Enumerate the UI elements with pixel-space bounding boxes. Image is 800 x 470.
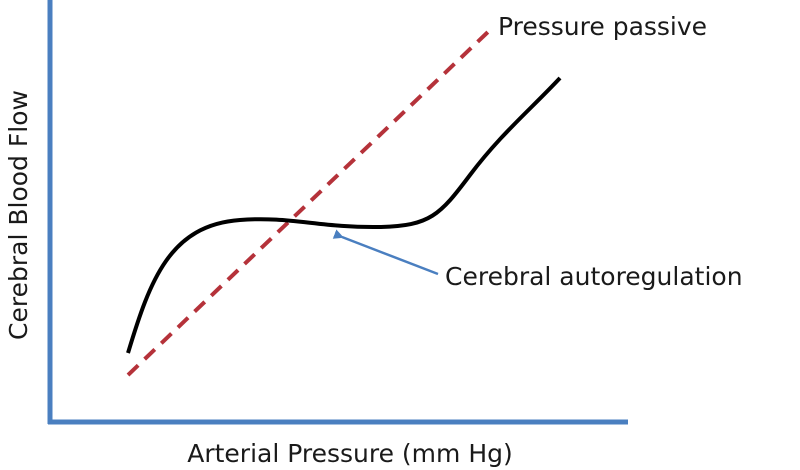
autoregulation-curve bbox=[126, 76, 562, 354]
autoregulation-label: Cerebral autoregulation bbox=[445, 262, 743, 291]
x-axis-label: Arterial Pressure (mm Hg) bbox=[187, 439, 513, 468]
pressure-passive-line bbox=[126, 28, 492, 377]
passive-label: Pressure passive bbox=[498, 12, 707, 41]
annotation-arrow bbox=[332, 229, 439, 276]
y-axis-label: Cerebral Blood Flow bbox=[4, 90, 33, 340]
